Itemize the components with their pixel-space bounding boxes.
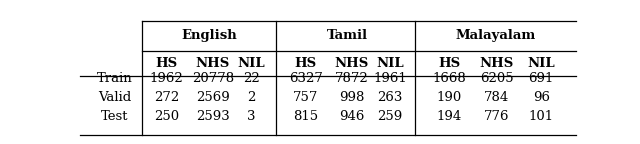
Text: HS: HS — [438, 57, 461, 70]
Text: 784: 784 — [484, 91, 509, 104]
Text: 263: 263 — [378, 91, 403, 104]
Text: Malayalam: Malayalam — [455, 29, 535, 42]
Text: 946: 946 — [339, 110, 365, 123]
Text: 20778: 20778 — [192, 72, 234, 85]
Text: 2593: 2593 — [196, 110, 230, 123]
Text: Train: Train — [97, 72, 132, 85]
Text: 190: 190 — [437, 91, 462, 104]
Text: Test: Test — [101, 110, 129, 123]
Text: 22: 22 — [243, 72, 259, 85]
Text: 2569: 2569 — [196, 91, 230, 104]
Text: 3: 3 — [247, 110, 255, 123]
Text: NIL: NIL — [237, 57, 265, 70]
Text: 96: 96 — [532, 91, 550, 104]
Text: NHS: NHS — [479, 57, 514, 70]
Text: 1961: 1961 — [373, 72, 407, 85]
Text: 250: 250 — [154, 110, 179, 123]
Text: 2: 2 — [247, 91, 255, 104]
Text: 101: 101 — [529, 110, 554, 123]
Text: 194: 194 — [437, 110, 462, 123]
Text: 7872: 7872 — [335, 72, 369, 85]
Text: HS: HS — [294, 57, 317, 70]
Text: NIL: NIL — [376, 57, 404, 70]
Text: 6327: 6327 — [289, 72, 323, 85]
Text: 757: 757 — [293, 91, 318, 104]
Text: Valid: Valid — [98, 91, 131, 104]
Text: 1668: 1668 — [433, 72, 467, 85]
Text: HS: HS — [156, 57, 178, 70]
Text: 691: 691 — [529, 72, 554, 85]
Text: English: English — [181, 29, 237, 42]
Text: Tamil: Tamil — [327, 29, 369, 42]
Text: NIL: NIL — [527, 57, 555, 70]
Text: 259: 259 — [378, 110, 403, 123]
Text: 272: 272 — [154, 91, 179, 104]
Text: 815: 815 — [293, 110, 318, 123]
Text: 998: 998 — [339, 91, 365, 104]
Text: NHS: NHS — [335, 57, 369, 70]
Text: 1962: 1962 — [150, 72, 184, 85]
Text: 776: 776 — [484, 110, 509, 123]
Text: NHS: NHS — [196, 57, 230, 70]
Text: 6205: 6205 — [480, 72, 513, 85]
